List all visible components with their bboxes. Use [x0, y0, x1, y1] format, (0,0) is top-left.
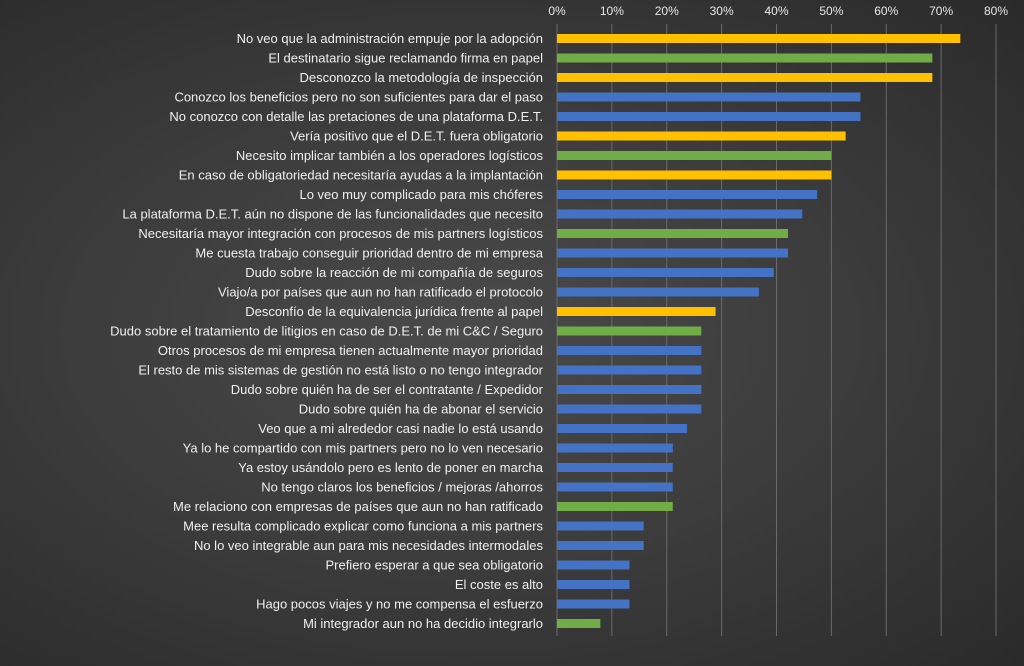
category-label: Necesito implicar también a los operador… — [236, 148, 544, 163]
x-tick-label: 40% — [764, 4, 788, 18]
category-label: La plataforma D.E.T. aún no dispone de l… — [122, 207, 543, 222]
bar — [557, 443, 673, 453]
bar — [557, 346, 702, 355]
category-label: Ya estoy usándolo pero es lento de poner… — [238, 460, 544, 475]
gridlines — [556, 24, 997, 636]
bar — [557, 34, 961, 43]
category-label: Otros procesos de mi empresa tienen actu… — [158, 343, 543, 358]
category-label: Necesitaría mayor integración con proces… — [138, 226, 543, 241]
category-label: Hago pocos viajes y no me compensa el es… — [256, 597, 543, 612]
bar — [557, 73, 933, 82]
x-tick-label: 80% — [984, 4, 1008, 18]
bar — [557, 365, 702, 375]
category-label: Vería positivo que el D.E.T. fuera oblig… — [290, 129, 543, 144]
x-tick-label: 70% — [929, 4, 953, 18]
bar — [557, 287, 759, 297]
bar — [557, 482, 673, 492]
bar — [557, 560, 630, 570]
category-label: Veo que a mi alrededor casi nadie lo est… — [258, 421, 543, 436]
category-label: En caso de obligatoriedad necesitaría ay… — [179, 168, 543, 183]
category-label: No veo que la administración empuje por … — [237, 31, 543, 46]
bar — [557, 190, 818, 199]
bar — [557, 541, 644, 550]
x-tick-label: 60% — [874, 4, 898, 18]
x-tick-label: 30% — [710, 4, 734, 18]
x-tick-label: 50% — [819, 4, 843, 18]
bars — [557, 34, 961, 628]
bar — [557, 151, 832, 160]
category-label: Prefiero esperar a que sea obligatorio — [325, 558, 543, 573]
bar — [557, 229, 789, 238]
category-labels: No veo que la administración empuje por … — [110, 31, 544, 631]
category-label: Me cuesta trabajo conseguir prioridad de… — [195, 246, 543, 261]
bar — [557, 502, 673, 511]
x-tick-label: 20% — [655, 4, 679, 18]
x-tick-label: 0% — [548, 4, 566, 18]
category-label: Dudo sobre el tratamiento de litigios en… — [110, 324, 543, 339]
category-label: Conozco los beneficios pero no son sufic… — [174, 90, 543, 105]
bar — [557, 521, 644, 531]
x-tick-label: 10% — [600, 4, 624, 18]
category-label: El resto de mis sistemas de gestión no e… — [138, 363, 543, 378]
category-label: Me relaciono con empresas de países que … — [173, 499, 543, 514]
bar — [557, 170, 832, 180]
category-label: No tengo claros los beneficios / mejoras… — [261, 480, 543, 495]
bar — [557, 404, 702, 414]
bar — [557, 92, 861, 102]
category-label: Mi integrador aun no ha decidio integrar… — [303, 616, 543, 631]
bar — [557, 580, 630, 589]
bar — [557, 53, 933, 63]
bar — [557, 385, 702, 394]
category-label: El coste es alto — [455, 577, 543, 592]
bar — [557, 463, 673, 472]
category-label: Dudo sobre la reacción de mi compañía de… — [245, 265, 543, 280]
category-label: Dudo sobre quién ha de ser el contratant… — [231, 382, 544, 397]
category-label: No lo veo integrable aun para mis necesi… — [194, 538, 544, 553]
bar — [557, 268, 774, 277]
category-label: Lo veo muy complicado para mis chóferes — [299, 187, 543, 202]
bar — [557, 248, 789, 258]
bar — [557, 619, 601, 628]
category-label: Desconozco la metodología de inspección — [299, 70, 543, 85]
category-label: Desconfío de la equivalencia jurídica fr… — [245, 304, 543, 319]
category-label: Ya lo he compartido con mis partners per… — [183, 441, 543, 456]
bar — [557, 209, 803, 219]
category-label: Dudo sobre quién ha de abonar el servici… — [299, 402, 543, 417]
x-axis-ticks: 0% 10% 20% 30% 40% 50% 60% 70% 80% — [548, 4, 1008, 18]
category-label: No conozco con detalle las pretaciones d… — [169, 109, 543, 124]
category-label: Mee resulta complicado explicar como fun… — [183, 519, 543, 534]
bar — [557, 112, 861, 121]
bar — [557, 131, 846, 141]
bar — [557, 307, 716, 316]
category-label: Viajo/a por países que aun no han ratifi… — [218, 285, 543, 300]
bar — [557, 326, 702, 336]
category-label: El destinatario sigue reclamando firma e… — [268, 51, 543, 66]
bar — [557, 424, 688, 433]
bar — [557, 599, 630, 609]
